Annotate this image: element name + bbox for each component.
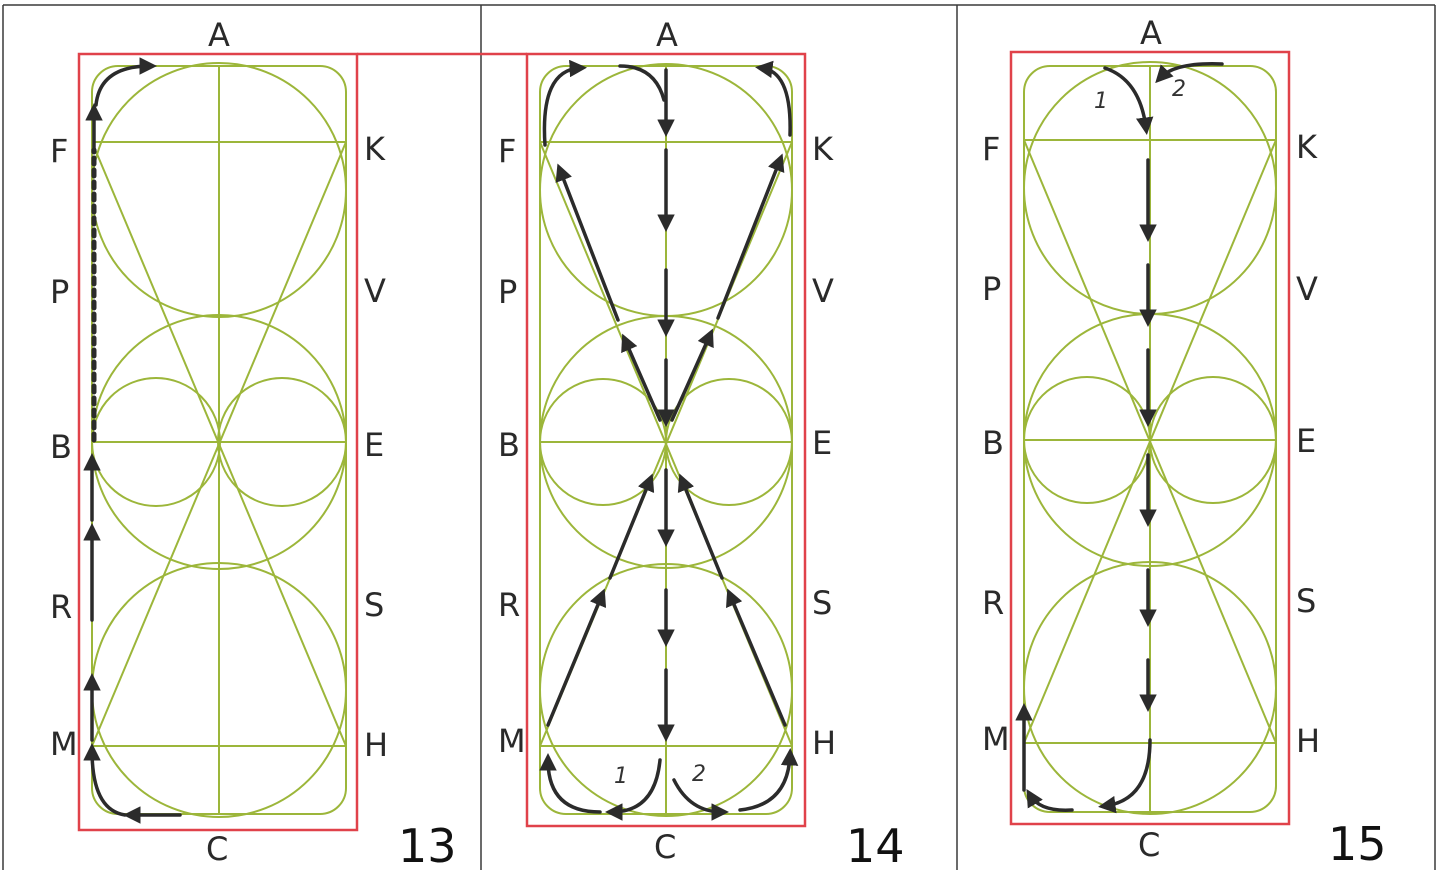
letter-right-2: V [364, 272, 386, 310]
letter-bottom: C [1138, 826, 1160, 864]
letter-right-4: S [1296, 582, 1316, 620]
letter-left-1: F [982, 130, 1000, 168]
letter-left-1: F [50, 132, 68, 170]
letter-right-2: V [1296, 270, 1318, 308]
arena-letters-15: A C F P B R M K V E S H 15 [982, 14, 1387, 871]
letter-left-4: R [50, 588, 72, 626]
route-mark-1: 1 [1094, 89, 1108, 114]
letter-right-1: K [364, 130, 386, 168]
letter-left-2: P [982, 270, 1001, 308]
letter-left-2: P [50, 273, 69, 311]
route-mark-1: 1 [614, 764, 628, 789]
letter-bottom: C [206, 830, 228, 868]
arena-border [1009, 50, 1291, 826]
panel-13 [77, 52, 359, 832]
panel-14: 1 2 [525, 52, 807, 828]
letter-bottom: C [654, 828, 676, 866]
letter-left-4: R [498, 586, 520, 624]
letter-left-1: F [498, 132, 516, 170]
figure-number: 14 [846, 819, 905, 873]
letter-top: A [656, 16, 678, 54]
letter-right-3: E [364, 426, 384, 464]
letter-right-1: K [812, 130, 834, 168]
letter-left-5: M [982, 720, 1010, 758]
letter-top: A [208, 16, 230, 54]
route-mark-2: 2 [692, 762, 706, 787]
letter-left-3: B [498, 426, 520, 464]
figure-number: 15 [1328, 817, 1387, 871]
letter-left-3: B [50, 428, 72, 466]
letter-right-4: S [364, 586, 384, 624]
arena-border [77, 52, 359, 832]
arena-border [525, 52, 807, 828]
letter-left-4: R [982, 584, 1004, 622]
arena-letters-13: A C F P B R M K V E S H 13 [50, 16, 457, 873]
route-mark-2: 2 [1172, 77, 1186, 102]
figure-number: 13 [398, 819, 457, 873]
letter-right-4: S [812, 584, 832, 622]
letter-right-5: H [812, 724, 836, 762]
letter-top: A [1140, 14, 1162, 52]
letter-right-5: H [1296, 722, 1320, 760]
letter-right-3: E [1296, 422, 1316, 460]
letter-left-5: M [50, 725, 78, 763]
letter-right-2: V [812, 272, 834, 310]
letter-right-3: E [812, 424, 832, 462]
route-segment [94, 57, 157, 107]
letter-right-1: K [1296, 128, 1318, 166]
letter-left-2: P [498, 273, 517, 311]
arena-letters-14: A C F P B R M K V E S H 14 [498, 16, 905, 873]
letter-right-5: H [364, 726, 388, 764]
panel-15: 1 2 [1009, 50, 1291, 826]
letter-left-5: M [498, 722, 526, 760]
route-segment [83, 743, 127, 817]
letter-left-3: B [982, 424, 1004, 462]
